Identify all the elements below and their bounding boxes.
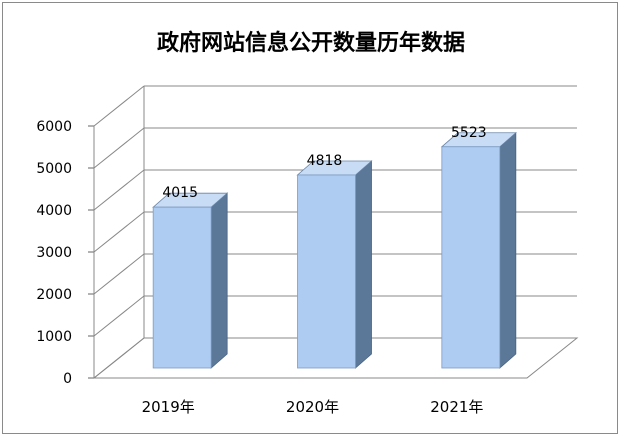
y-tick-label: 2000 <box>36 287 72 303</box>
bar-1 <box>297 174 356 369</box>
chart-title: 政府网站信息公开数量历年数据 <box>157 30 465 56</box>
y-tick-label: 3000 <box>36 245 72 261</box>
data-label-1: 4818 <box>307 153 343 169</box>
bars <box>152 131 517 369</box>
x-tick-label-2: 2021年 <box>430 398 483 416</box>
y-tick-label: 4000 <box>36 203 72 219</box>
y-tick-label: 5000 <box>36 161 72 177</box>
left-wall-gridline <box>93 253 145 295</box>
axes: 0 1000 2000 3000 4000 5000 6000 2019年 2020年 2021年 <box>36 119 483 416</box>
bar-side-2 <box>499 131 517 369</box>
x-tick-label-0: 2019年 <box>142 398 195 416</box>
y-tick-label: 0 <box>63 371 72 387</box>
left-wall-gridline <box>93 85 145 127</box>
bar-side-1 <box>355 160 372 369</box>
data-label-2: 5523 <box>451 125 487 141</box>
y-tick-label: 1000 <box>36 329 72 345</box>
left-wall-gridline <box>93 169 145 211</box>
bar-side-0 <box>210 192 228 369</box>
left-wall-gridline <box>93 127 145 169</box>
labels: 4015 4818 5523 <box>162 125 486 201</box>
x-tick-label-1: 2020年 <box>286 398 339 416</box>
chart-floor <box>92 337 579 379</box>
left-wall-gridline <box>93 295 145 337</box>
data-label-0: 4015 <box>162 185 198 201</box>
y-tick-label: 6000 <box>36 119 72 135</box>
bar-2 <box>441 146 501 369</box>
bar-0 <box>152 206 212 369</box>
left-wall-gridline <box>93 211 145 253</box>
